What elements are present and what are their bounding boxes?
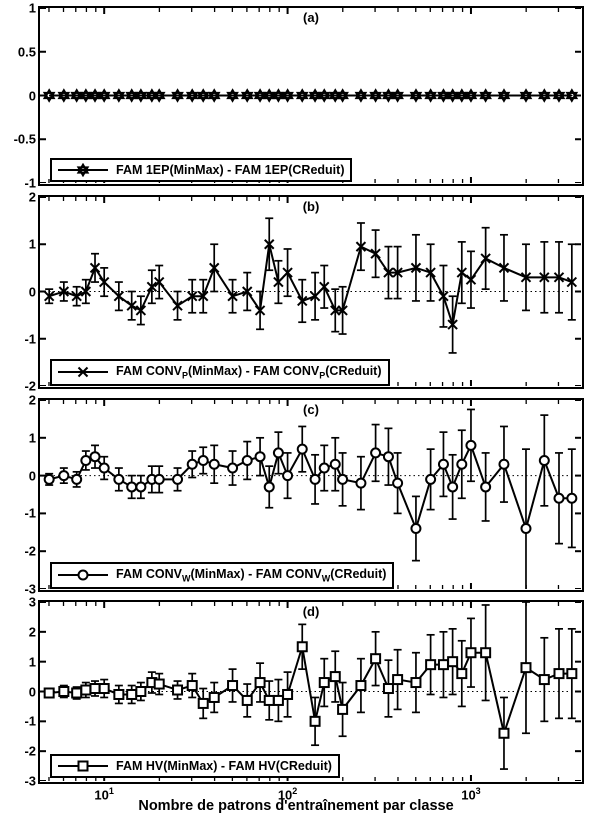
ytick-label: -1 — [24, 714, 36, 729]
ytick-label: 1 — [29, 237, 36, 252]
legend: FAM CONVP(MinMax) - FAM CONVP(CReduit) — [50, 359, 390, 386]
ytick-label: 2 — [29, 190, 36, 205]
x-axis-label: Nombre de patrons d'entraînement par cla… — [138, 798, 453, 814]
ytick-label: 0.5 — [18, 44, 36, 59]
ytick-label: -2 — [24, 379, 36, 394]
legend: FAM 1EP(MinMax) - FAM 1EP(CReduit) — [50, 158, 352, 182]
ytick-label: 1 — [29, 430, 36, 445]
ytick-label: 0 — [29, 468, 36, 483]
legend-sample-icon — [58, 759, 108, 773]
legend-sample-icon — [58, 568, 108, 582]
plot-area — [40, 197, 581, 386]
panel-c: (c)-3-2-1012FAM CONVW(MinMax) - FAM CONV… — [38, 398, 584, 592]
legend: FAM HV(MinMax) - FAM HV(CReduit) — [50, 754, 340, 778]
legend-sample-icon — [58, 365, 108, 379]
plot-area — [40, 400, 581, 589]
ytick-label: 1 — [29, 1, 36, 16]
figure-container: (a)-1-0.500.51FAM 1EP(MinMax) - FAM 1EP(… — [0, 0, 592, 820]
legend-text: FAM 1EP(MinMax) - FAM 1EP(CReduit) — [116, 163, 344, 177]
ytick-label: -1 — [24, 506, 36, 521]
ytick-label: -1 — [24, 176, 36, 191]
panel-b: (b)-2-1012FAM CONVP(MinMax) - FAM CONVP(… — [38, 195, 584, 389]
legend-text: FAM HV(MinMax) - FAM HV(CReduit) — [116, 759, 332, 773]
legend-text: FAM CONVP(MinMax) - FAM CONVP(CReduit) — [116, 364, 382, 381]
ytick-label: 3 — [29, 595, 36, 610]
xtick-label: 103 — [461, 786, 480, 802]
ytick-label: -0.5 — [14, 132, 36, 147]
panel-d: (d)-3-2-10123FAM HV(MinMax) - FAM HV(CRe… — [38, 600, 584, 784]
ytick-label: 1 — [29, 654, 36, 669]
ytick-label: 0 — [29, 88, 36, 103]
ytick-label: -2 — [24, 544, 36, 559]
ytick-label: 2 — [29, 393, 36, 408]
ytick-label: 0 — [29, 284, 36, 299]
xtick-label: 101 — [94, 786, 113, 802]
legend-text: FAM CONVW(MinMax) - FAM CONVW(CReduit) — [116, 567, 386, 584]
legend-sample-icon — [58, 163, 108, 177]
ytick-label: 2 — [29, 624, 36, 639]
panel-a: (a)-1-0.500.51FAM 1EP(MinMax) - FAM 1EP(… — [38, 6, 584, 186]
ytick-label: -1 — [24, 331, 36, 346]
ytick-label: -3 — [24, 774, 36, 789]
plot-area — [40, 8, 581, 183]
legend: FAM CONVW(MinMax) - FAM CONVW(CReduit) — [50, 562, 394, 589]
ytick-label: -2 — [24, 744, 36, 759]
ytick-label: 0 — [29, 684, 36, 699]
